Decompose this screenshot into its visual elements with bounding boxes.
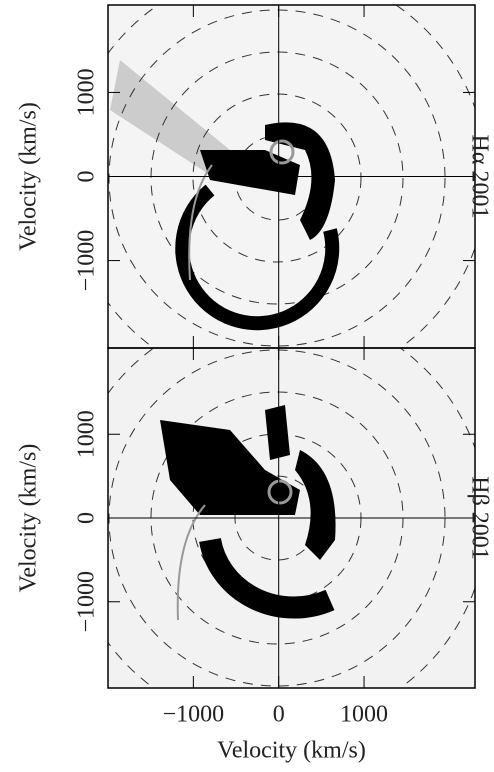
y-tick-label: 1000 — [74, 410, 100, 458]
y-axis-label: Velocity (km/s) — [16, 444, 42, 593]
y-tick-label: −1000 — [74, 230, 100, 292]
panel-label: Hβ 2001 — [466, 476, 492, 560]
x-tick-label: 0 — [273, 702, 285, 728]
y-axis-label: Velocity (km/s) — [16, 102, 42, 251]
x-axis-label: Velocity (km/s) — [217, 738, 366, 764]
panel-label: Hα 2001 — [466, 135, 492, 219]
x-tick-label: −1000 — [163, 702, 225, 728]
y-tick-label: 1000 — [74, 68, 100, 116]
y-tick-label: 0 — [74, 512, 100, 524]
tomogram — [108, 5, 475, 348]
y-tick-label: 0 — [74, 171, 100, 183]
x-tick-label: 1000 — [340, 702, 388, 728]
y-tick-label: −1000 — [74, 571, 100, 633]
